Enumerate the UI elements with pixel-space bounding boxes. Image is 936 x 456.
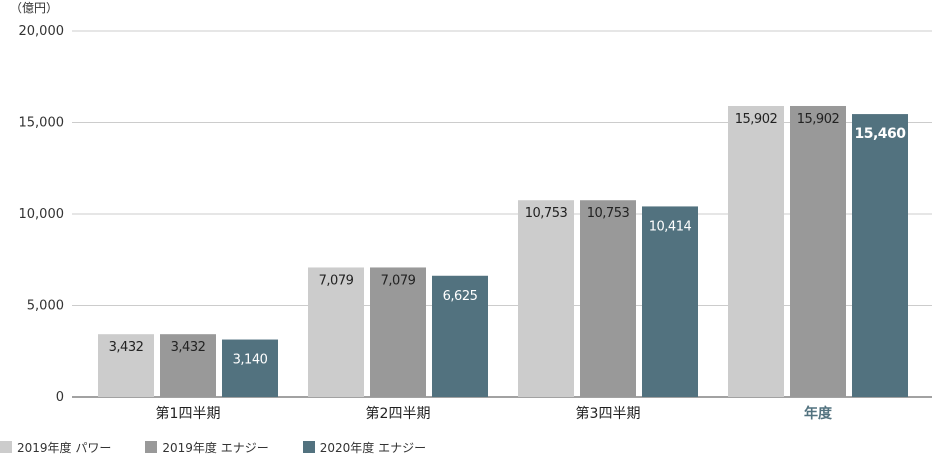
data-label: 10,753 bbox=[587, 206, 630, 221]
bar bbox=[370, 267, 426, 397]
data-label: 7,079 bbox=[319, 273, 354, 288]
data-label: 10,753 bbox=[525, 206, 568, 221]
data-label: 7,079 bbox=[381, 273, 416, 288]
legend-swatch bbox=[0, 441, 12, 453]
x-category-label: 第3四半期 bbox=[576, 405, 641, 422]
legend-item-2020-energy: 2020年度 エナジー bbox=[302, 439, 427, 456]
bar bbox=[98, 334, 154, 397]
bars: 3,432 3,432 3,140 7,079 7,079 6,625 10,753 10,7… bbox=[98, 105, 908, 397]
legend-label: 2020年度 エナジー bbox=[319, 440, 427, 455]
y-axis: 0 5,000 10,000 15,000 20,000 bbox=[19, 24, 65, 405]
bar bbox=[160, 334, 216, 397]
legend-label: 2019年度 エナジー bbox=[162, 440, 269, 455]
data-label: 3,140 bbox=[233, 353, 268, 368]
bar bbox=[790, 105, 846, 397]
x-axis: 第1四半期 第2四半期 第3四半期 年度 bbox=[156, 405, 833, 422]
bar bbox=[222, 339, 278, 397]
x-category-label: 第1四半期 bbox=[156, 405, 221, 422]
bar bbox=[728, 105, 784, 397]
x-category-label: 年度 bbox=[804, 405, 833, 422]
data-label: 10,414 bbox=[649, 219, 692, 234]
legend-swatch bbox=[302, 441, 315, 453]
data-label: 15,902 bbox=[735, 112, 778, 127]
data-label: 15,902 bbox=[797, 112, 840, 127]
bar bbox=[308, 267, 364, 397]
bar bbox=[580, 200, 636, 397]
bar bbox=[432, 275, 488, 397]
legend: 2019年度 パワー 2019年度 エナジー 2020年度 エナジー bbox=[0, 438, 460, 456]
bar bbox=[518, 200, 574, 397]
legend-label: 2019年度 パワー bbox=[17, 440, 112, 455]
legend-swatch bbox=[145, 441, 158, 453]
bar bbox=[852, 114, 908, 397]
data-label: 3,432 bbox=[171, 340, 206, 355]
legend-item-2019-energy: 2019年度 エナジー bbox=[145, 439, 269, 456]
y-tick-label: 0 bbox=[56, 390, 64, 405]
data-label: 15,460 bbox=[854, 126, 906, 142]
legend-item-2019-power: 2019年度 パワー bbox=[0, 439, 111, 456]
y-tick-label: 10,000 bbox=[19, 207, 65, 222]
y-tick-label: 15,000 bbox=[19, 116, 65, 131]
data-label: 6,625 bbox=[443, 289, 478, 304]
bar bbox=[642, 206, 698, 397]
x-category-label: 第2四半期 bbox=[366, 405, 431, 422]
data-label: 3,432 bbox=[109, 340, 144, 355]
unit-label: （億円） bbox=[10, 1, 58, 15]
y-tick-label: 5,000 bbox=[27, 299, 64, 314]
gridlines bbox=[72, 30, 932, 398]
y-tick-label: 20,000 bbox=[19, 24, 65, 39]
